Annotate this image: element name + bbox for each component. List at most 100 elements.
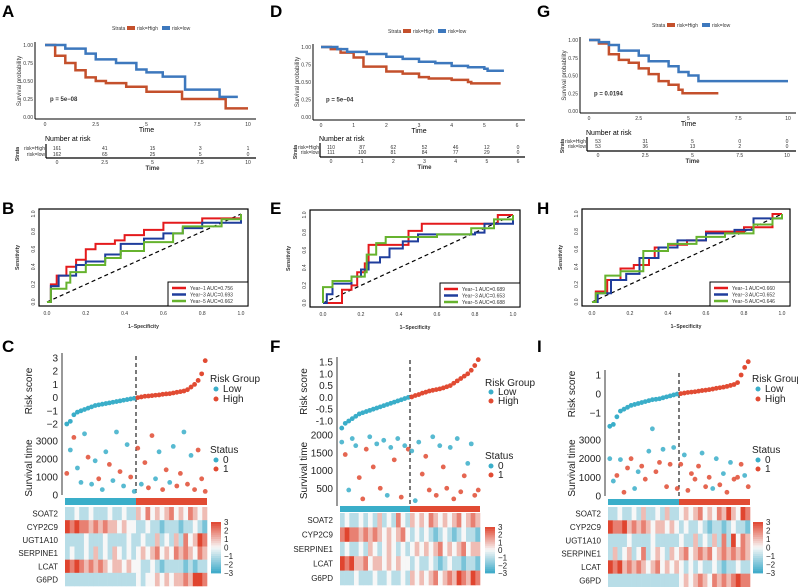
- heatmap-i-cell: [716, 547, 722, 561]
- km-a-risk-row-label: risk=low: [27, 152, 46, 158]
- surv-i-point: [713, 456, 719, 462]
- heatmap-c-cell: [140, 546, 146, 560]
- heatmap-f-cell: [358, 541, 364, 557]
- risk-c-score-point: [153, 392, 158, 398]
- heatmap-c-cell: [154, 520, 160, 534]
- heatmap-c-cell: [197, 559, 203, 574]
- surv-f-point: [363, 446, 369, 452]
- heatmap-c-cell: [164, 520, 170, 534]
- km-g-legend-title: Strata: [652, 23, 666, 29]
- surv-i-point: [667, 461, 673, 467]
- heatmap-c-cell: [173, 572, 179, 587]
- heatmap-i-colorbar-segment: [753, 528, 763, 531]
- heatmap-i-cell: [660, 573, 666, 587]
- heatmap-c-cell: [159, 546, 165, 560]
- risk-c-score-point: [149, 393, 155, 399]
- heatmap-c-cell: [98, 533, 104, 547]
- heatmap-c-cell: [173, 507, 179, 521]
- panel-label-c: C: [2, 337, 14, 356]
- roc-h-legend-label: Year−5 AUC=0.646: [732, 299, 775, 305]
- roc-h-ylabel: Sensitivity: [558, 245, 564, 270]
- heatmap-i-cell: [612, 573, 618, 587]
- heatmap-c-cell: [188, 572, 194, 587]
- heatmap-c-cell: [102, 546, 108, 560]
- risk-f-score-point: [454, 378, 460, 384]
- heatmap-f-colorbar-segment: [485, 567, 495, 570]
- km-a-legend-swatch-high: [127, 26, 135, 30]
- surv-c-legend-title: Status: [210, 445, 238, 456]
- heatmap-c-colorbar-segment: [211, 551, 221, 555]
- km-a-risk-table-title: Number at risk: [45, 136, 91, 143]
- roc-b-frame: [38, 208, 249, 307]
- heatmap-i-cell: [660, 547, 666, 561]
- heatmap-i-cell: [631, 547, 637, 561]
- km-d-xtick: 0: [320, 123, 323, 129]
- heatmap-i-cell: [645, 520, 651, 534]
- heatmap-c-gene-label: LCAT: [38, 562, 58, 571]
- heatmap-f-cell: [372, 556, 378, 571]
- heatmap-i-cell: [674, 520, 680, 534]
- heatmap-c-cell: [136, 559, 142, 574]
- surv-f-point: [426, 487, 432, 493]
- heatmap-c-cell: [83, 559, 89, 574]
- heatmap-f-gene-label: CYP2C9: [302, 531, 334, 540]
- heatmap-i-cell: [731, 520, 737, 534]
- roc-h-xtick: 0.2: [627, 311, 634, 317]
- roc-e-xtick: 0.2: [358, 312, 365, 318]
- surv-c-point: [131, 489, 137, 494]
- heatmap-i-colorbar-segment: [753, 541, 763, 544]
- risk-f-score-point: [342, 420, 348, 426]
- heatmap-i-cell: [641, 533, 647, 548]
- heatmap-i-cell: [645, 573, 651, 587]
- heatmap-i-cell: [608, 560, 614, 574]
- heatmap-i-cell: [664, 573, 670, 587]
- km-d-risk-count: 52: [422, 145, 428, 151]
- heatmap-i-cell: [707, 520, 713, 534]
- heatmap-c-cell: [83, 507, 89, 521]
- heatmap-c-cell: [131, 559, 137, 574]
- risk-c-score-point: [121, 397, 126, 403]
- heatmap-c-cell: [93, 559, 99, 574]
- km-a-risk-count: 161: [53, 146, 62, 152]
- heatmap-c-gene-label: SOAT2: [32, 510, 58, 519]
- heatmap-c-cell: [121, 533, 127, 547]
- km-d-risk-table-xlabel: Time: [418, 165, 433, 171]
- heatmap-c-cell: [88, 546, 94, 560]
- heatmap-i-cell: [650, 560, 656, 574]
- heatmap-i-cell: [669, 507, 675, 521]
- surv-c-point: [188, 453, 194, 458]
- heatmap-i-colorbar-segment: [753, 547, 763, 551]
- km-g-risk-count: 0: [738, 139, 741, 145]
- heatmap-f-cell: [428, 527, 434, 543]
- heatmap-i-colorbar-segment: [753, 526, 763, 529]
- km-d-risk-count: 0: [517, 150, 520, 156]
- heatmap-c-cell: [188, 520, 194, 534]
- heatmap-c-cell: [154, 559, 160, 574]
- heatmap-f-colorbar-tick: −2: [498, 561, 508, 570]
- surv-f-point: [412, 498, 418, 504]
- heatmap-i-colorbar-segment: [753, 530, 763, 534]
- heatmap-c-cell: [178, 546, 184, 560]
- km-g-ytick: 1.00: [568, 38, 578, 44]
- km-g-legend-swatch-low: [702, 23, 710, 27]
- heatmap-i-cell: [726, 507, 732, 521]
- roc-h-frame: [581, 208, 791, 307]
- heatmap-i-cell: [631, 560, 637, 574]
- surv-i-point: [706, 474, 712, 480]
- heatmap-i-cell: [702, 520, 708, 534]
- heatmap-f-cell: [438, 556, 443, 571]
- risk-f-ytick: -1.0: [316, 417, 334, 428]
- heatmap-i-cell: [735, 507, 741, 521]
- surv-c-point: [85, 454, 91, 460]
- km-g-xtick: 5: [687, 116, 690, 122]
- heatmap-f-cell: [396, 527, 401, 543]
- heatmap-i-cell: [612, 560, 618, 574]
- surv-f-point: [444, 485, 450, 491]
- heatmap-c-cell: [136, 520, 142, 534]
- roc-e-frame: [309, 209, 521, 308]
- heatmap-c-cell: [98, 507, 104, 521]
- km-a-risk-count: 162: [53, 152, 62, 158]
- heatmap-i-cell: [617, 573, 623, 587]
- heatmap-f-cell: [386, 570, 392, 586]
- heatmap-i-cell: [664, 533, 670, 548]
